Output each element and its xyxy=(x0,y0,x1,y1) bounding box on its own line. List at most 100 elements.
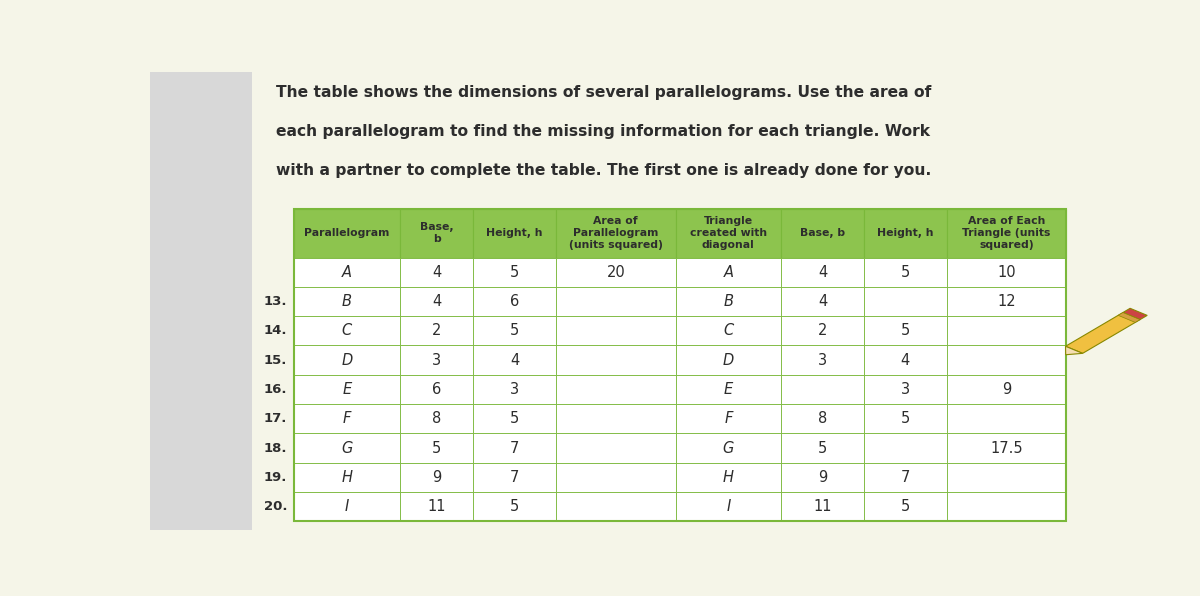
Bar xyxy=(676,433,781,462)
Bar xyxy=(864,404,947,433)
Text: 10: 10 xyxy=(997,265,1015,280)
Bar xyxy=(781,462,864,492)
Bar xyxy=(676,375,781,404)
Bar xyxy=(400,257,473,287)
Text: 11: 11 xyxy=(427,499,446,514)
Text: 3: 3 xyxy=(510,382,520,397)
Text: 8: 8 xyxy=(432,411,442,426)
Bar xyxy=(556,257,676,287)
Bar xyxy=(864,316,947,346)
Bar xyxy=(400,492,473,522)
Bar xyxy=(947,209,1066,257)
Bar xyxy=(400,462,473,492)
Text: 7: 7 xyxy=(510,470,520,485)
Bar xyxy=(947,257,1066,287)
Text: H: H xyxy=(342,470,353,485)
Text: 11: 11 xyxy=(814,499,832,514)
Text: 3: 3 xyxy=(432,353,442,368)
Text: Area of Each
Triangle (units
squared): Area of Each Triangle (units squared) xyxy=(962,216,1050,250)
Text: Base,
b: Base, b xyxy=(420,222,454,244)
Bar xyxy=(781,346,864,375)
Bar xyxy=(294,462,400,492)
Text: 4: 4 xyxy=(510,353,520,368)
Bar xyxy=(781,316,864,346)
Text: 5: 5 xyxy=(432,440,442,455)
Bar xyxy=(864,492,947,522)
Bar xyxy=(947,433,1066,462)
Text: 12: 12 xyxy=(997,294,1015,309)
Text: 4: 4 xyxy=(432,265,442,280)
Bar xyxy=(473,404,556,433)
Bar xyxy=(400,375,473,404)
Bar xyxy=(676,462,781,492)
Text: Parallelogram: Parallelogram xyxy=(305,228,390,238)
Bar xyxy=(676,316,781,346)
Text: 17.: 17. xyxy=(264,412,287,425)
Text: 4: 4 xyxy=(432,294,442,309)
Bar xyxy=(676,346,781,375)
Bar xyxy=(400,287,473,316)
Text: 9: 9 xyxy=(1002,382,1010,397)
Bar xyxy=(864,375,947,404)
Text: A: A xyxy=(724,265,733,280)
Text: B: B xyxy=(724,294,733,309)
Bar xyxy=(556,375,676,404)
Text: 20: 20 xyxy=(606,265,625,280)
Text: Height, h: Height, h xyxy=(486,228,542,238)
Bar xyxy=(781,257,864,287)
Polygon shape xyxy=(1123,308,1147,319)
Polygon shape xyxy=(1118,312,1140,322)
Bar xyxy=(400,433,473,462)
Text: 5: 5 xyxy=(901,265,910,280)
Text: 17.5: 17.5 xyxy=(990,440,1022,455)
Bar xyxy=(473,209,556,257)
Text: 15.: 15. xyxy=(264,353,287,367)
Bar xyxy=(473,462,556,492)
Bar xyxy=(556,462,676,492)
Bar xyxy=(676,257,781,287)
Bar xyxy=(400,404,473,433)
Text: Area of
Parallelogram
(units squared): Area of Parallelogram (units squared) xyxy=(569,216,662,250)
Bar xyxy=(947,492,1066,522)
Bar xyxy=(781,375,864,404)
Text: 2: 2 xyxy=(818,323,827,339)
Bar xyxy=(864,287,947,316)
Text: Triangle
created with
diagonal: Triangle created with diagonal xyxy=(690,216,767,250)
Text: 6: 6 xyxy=(432,382,442,397)
Text: 5: 5 xyxy=(510,499,520,514)
Text: 18.: 18. xyxy=(264,442,287,455)
Bar xyxy=(781,404,864,433)
Bar xyxy=(473,346,556,375)
Text: 6: 6 xyxy=(510,294,520,309)
Text: 5: 5 xyxy=(818,440,827,455)
Text: 20.: 20. xyxy=(264,500,287,513)
Text: 9: 9 xyxy=(818,470,827,485)
Text: E: E xyxy=(724,382,733,397)
Text: D: D xyxy=(341,353,353,368)
Bar xyxy=(400,316,473,346)
Bar xyxy=(556,404,676,433)
Text: F: F xyxy=(724,411,732,426)
Bar xyxy=(864,257,947,287)
Bar xyxy=(781,287,864,316)
Bar xyxy=(947,462,1066,492)
Bar xyxy=(556,492,676,522)
Text: 4: 4 xyxy=(901,353,910,368)
Bar xyxy=(864,209,947,257)
Text: 14.: 14. xyxy=(264,324,287,337)
Bar xyxy=(473,257,556,287)
Text: 3: 3 xyxy=(901,382,910,397)
Polygon shape xyxy=(1066,346,1082,355)
Text: 4: 4 xyxy=(818,294,827,309)
Bar xyxy=(473,375,556,404)
Bar xyxy=(556,287,676,316)
Bar xyxy=(473,492,556,522)
Text: D: D xyxy=(722,353,734,368)
Text: 5: 5 xyxy=(510,411,520,426)
Text: Height, h: Height, h xyxy=(877,228,934,238)
Text: 2: 2 xyxy=(432,323,442,339)
Bar xyxy=(947,287,1066,316)
Text: 5: 5 xyxy=(510,323,520,339)
Text: B: B xyxy=(342,294,352,309)
Bar xyxy=(294,257,400,287)
